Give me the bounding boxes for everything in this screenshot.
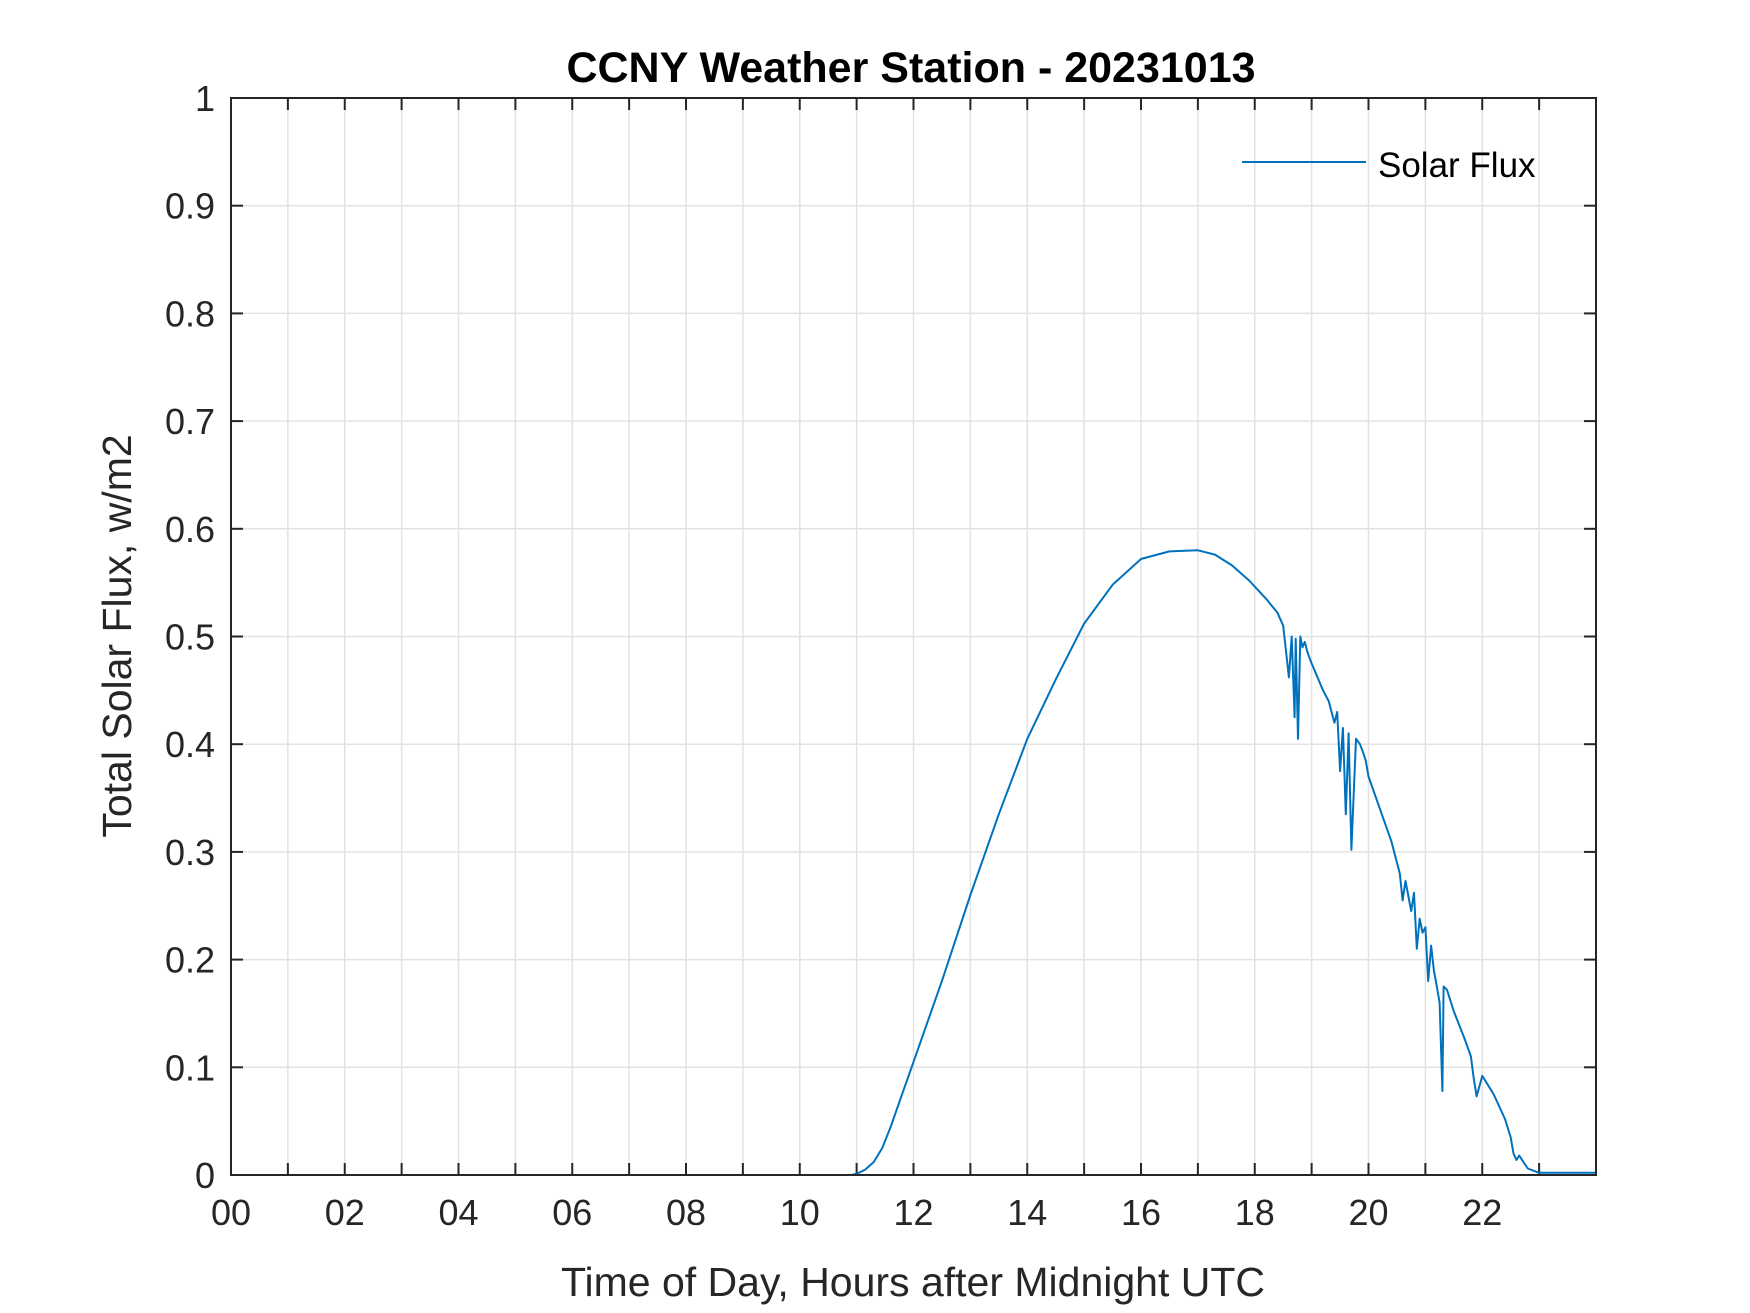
legend: Solar Flux — [1242, 146, 1536, 185]
y-axis-title: Total Solar Flux, w/m2 — [94, 434, 140, 837]
y-tick-label: 0.4 — [165, 724, 215, 765]
x-tick-label: 20 — [1348, 1192, 1388, 1233]
x-tick-labels: 00 02 04 06 08 10 12 14 16 18 20 22 — [211, 1192, 1502, 1233]
y-tick-label: 1 — [195, 78, 215, 119]
y-tick-labels: 0 0.1 0.2 0.3 0.4 0.5 0.6 0.7 0.8 0.9 1 — [165, 78, 215, 1196]
x-tick-label: 14 — [1007, 1192, 1047, 1233]
y-tick-label: 0.9 — [165, 186, 215, 227]
y-tick-label: 0.6 — [165, 509, 215, 550]
plot-area-border — [230, 97, 1597, 1176]
y-tick-label: 0.3 — [165, 832, 215, 873]
y-tick-label: 0.2 — [165, 940, 215, 981]
chart-title: CCNY Weather Station - 20231013 — [566, 44, 1255, 92]
x-tick-label: 12 — [893, 1192, 933, 1233]
x-tick-label: 10 — [780, 1192, 820, 1233]
x-tick-label: 18 — [1235, 1192, 1275, 1233]
x-tick-label: 00 — [211, 1192, 251, 1233]
x-tick-label: 06 — [552, 1192, 592, 1233]
y-tick-label: 0.5 — [165, 617, 215, 658]
axis-ticks — [231, 97, 1596, 1176]
x-tick-label: 08 — [666, 1192, 706, 1233]
x-tick-label: 16 — [1121, 1192, 1161, 1233]
grid-lines — [231, 98, 1596, 1175]
y-tick-label: 0 — [195, 1155, 215, 1196]
series-layer — [231, 549, 1596, 1176]
x-tick-label: 22 — [1462, 1192, 1502, 1233]
y-tick-label: 0.1 — [165, 1047, 215, 1088]
x-axis-title: Time of Day, Hours after Midnight UTC — [561, 1259, 1265, 1305]
y-tick-label: 0.8 — [165, 293, 215, 334]
x-tick-label: 04 — [438, 1192, 478, 1233]
x-tick-label: 02 — [325, 1192, 365, 1233]
legend-label-solar-flux: Solar Flux — [1378, 146, 1536, 185]
series-line-solar-flux — [231, 549, 1596, 1176]
y-tick-label: 0.7 — [165, 401, 215, 442]
